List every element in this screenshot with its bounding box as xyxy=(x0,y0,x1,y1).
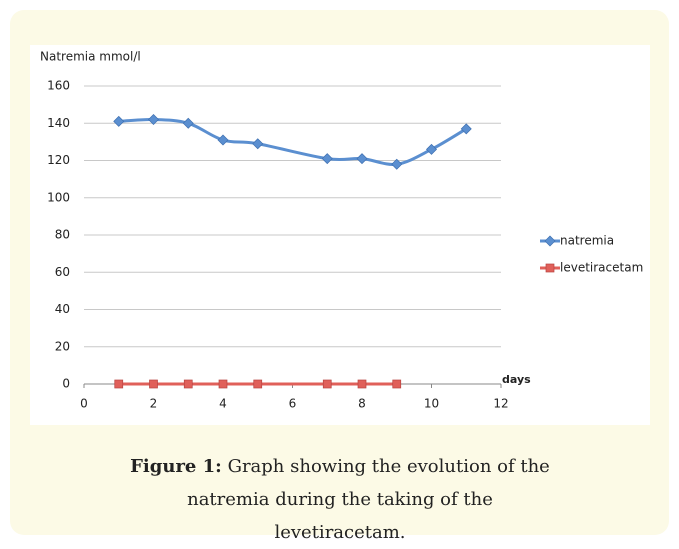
marker xyxy=(253,379,263,389)
marker xyxy=(218,379,228,389)
x-tick-label: 2 xyxy=(150,397,158,411)
y-tick-label: 120 xyxy=(47,153,70,167)
marker xyxy=(252,138,264,150)
y-axis-label: Natremia mmol/l xyxy=(40,50,141,64)
y-tick-label: 160 xyxy=(47,79,70,93)
marker xyxy=(183,379,193,389)
x-tick-label: 6 xyxy=(289,397,297,411)
x-tick-label: 10 xyxy=(424,397,439,411)
marker xyxy=(544,235,556,247)
caption-text: Graph showing the evolution of the natre… xyxy=(187,456,550,543)
marker xyxy=(321,153,333,165)
marker xyxy=(356,153,368,165)
marker xyxy=(357,379,367,389)
caption-label: Figure 1: xyxy=(130,456,222,477)
y-tick-label: 140 xyxy=(47,116,70,130)
x-tick-label: 12 xyxy=(493,397,508,411)
marker xyxy=(392,379,402,389)
x-axis-label: days xyxy=(502,373,531,386)
marker xyxy=(217,134,229,146)
y-tick-label: 0 xyxy=(62,377,70,391)
marker xyxy=(322,379,332,389)
marker xyxy=(148,114,159,126)
legend-label: natremia xyxy=(560,234,614,248)
marker xyxy=(182,117,194,129)
x-tick-label: 4 xyxy=(219,397,227,411)
marker xyxy=(426,143,437,155)
marker xyxy=(113,115,125,127)
y-tick-label: 80 xyxy=(55,228,70,242)
series-line xyxy=(118,118,468,166)
y-tick-label: 100 xyxy=(47,190,70,204)
marker xyxy=(460,123,472,135)
y-tick-label: 20 xyxy=(55,339,70,353)
marker xyxy=(391,158,403,170)
y-tick-label: 40 xyxy=(55,302,70,316)
x-tick-label: 0 xyxy=(80,397,88,411)
y-tick-label: 60 xyxy=(55,265,70,279)
marker xyxy=(149,379,158,389)
marker xyxy=(114,379,124,389)
caption: Figure 1: Graph showing the evolution of… xyxy=(120,450,560,549)
marker xyxy=(545,263,555,273)
x-tick-label: 8 xyxy=(358,397,366,411)
legend-label: levetiracetam xyxy=(560,261,643,275)
